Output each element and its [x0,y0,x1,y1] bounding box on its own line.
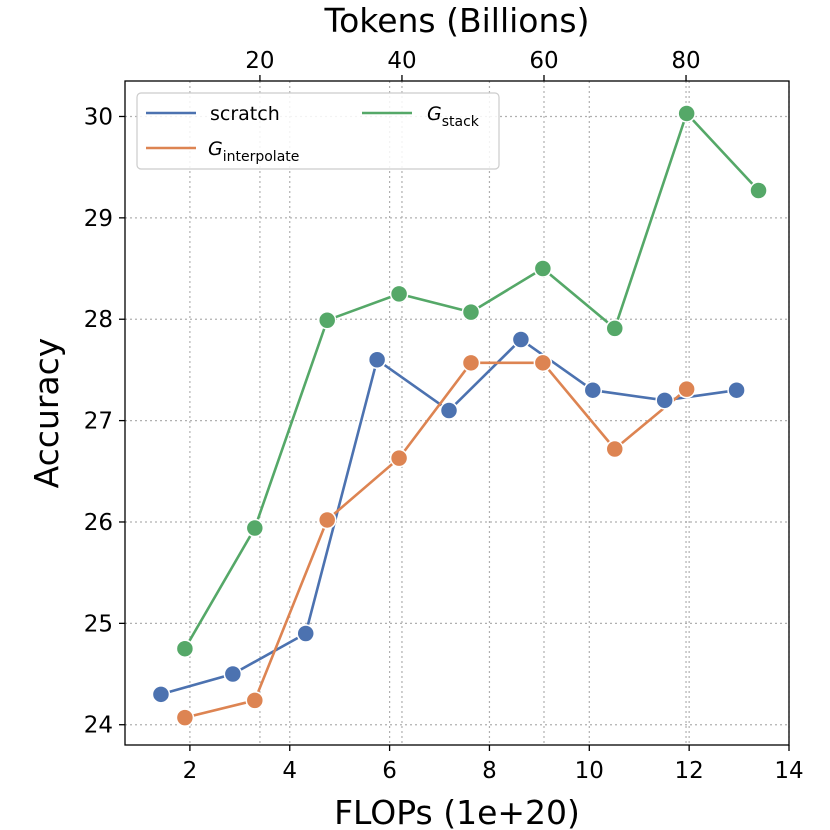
data-point-scratch [151,685,171,704]
plot-frame [124,80,790,746]
x-tick-label: 10 [575,758,604,784]
data-point-interpolate [175,708,195,727]
x-tick-label: 4 [282,758,297,784]
top-x-tick-label: 80 [671,48,700,74]
top-x-tick-label: 60 [529,48,558,74]
legend-label-interpolate: Ginterpolate [208,138,299,165]
data-point-interpolate [677,379,696,399]
legend-label-stack-main: G [427,103,442,125]
y-tick-label: 26 [84,510,113,536]
y-axis-title: Accuracy [27,338,66,489]
data-point-stack [605,319,625,338]
x-tick-label: 8 [482,758,497,784]
y-tick-label: 24 [84,713,113,739]
x-tick-label: 14 [774,758,803,784]
legend-label-stack-sub: stack [442,114,480,130]
legend: scratch Ginterpolate Gstack [136,92,500,170]
data-point-interpolate [317,510,337,530]
legend-box [136,92,500,170]
y-tick-label: 29 [84,206,113,232]
data-point-stack [389,284,409,304]
top-x-tick-label: 40 [387,48,416,74]
y-tick-label: 28 [84,307,113,333]
data-point-scratch [727,380,746,400]
data-point-stack [677,104,696,123]
top-x-tick-label: 20 [245,48,274,74]
data-point-scratch [583,380,603,400]
data-point-stack [749,181,768,200]
data-point-stack [175,639,195,658]
legend-label-interpolate-sub: interpolate [223,149,300,165]
series-line-interpolate [184,361,688,719]
y-tick-label: 27 [84,409,113,435]
data-point-scratch [223,664,243,684]
data-point-interpolate [389,448,409,468]
data-point-stack [533,259,553,278]
top-axis-title: Tokens (Billions) [324,1,590,40]
y-tick-label: 30 [84,104,113,130]
series-group [151,104,768,727]
data-point-scratch [511,330,531,349]
x-tick-label: 2 [183,758,198,784]
data-point-stack [317,310,337,330]
data-point-stack [461,302,481,322]
data-point-interpolate [605,439,625,459]
data-point-scratch [296,624,315,643]
data-point-interpolate [533,353,553,373]
data-point-interpolate [245,691,265,710]
data-point-scratch [655,391,674,410]
x-tick-label: 12 [675,758,704,784]
y-tick-label: 25 [84,611,113,637]
data-point-stack [245,518,265,538]
legend-label-stack: Gstack [427,103,480,130]
x-axis-title: FLOPs (1e+20) [334,793,580,830]
legend-label-scratch: scratch [210,103,280,125]
legend-label-interpolate-main: G [208,138,223,160]
data-point-interpolate [461,353,481,373]
x-tick-label: 6 [382,758,397,784]
data-point-scratch [439,401,459,420]
data-point-scratch [367,350,387,370]
